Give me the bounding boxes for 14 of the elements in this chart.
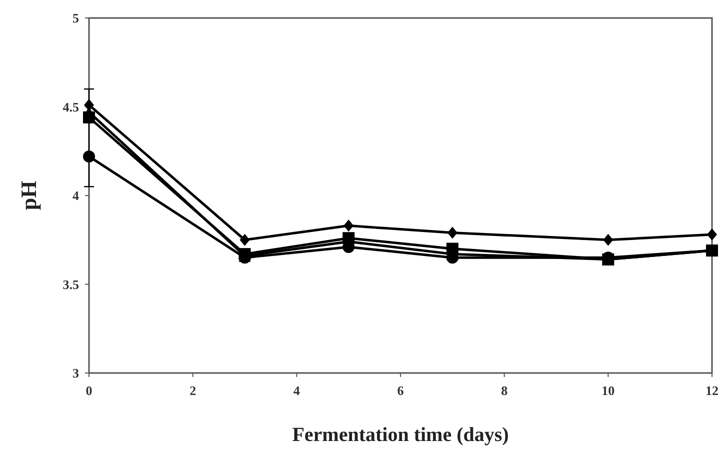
x-tick-label: 2 (190, 383, 196, 398)
x-tick-label: 10 (602, 383, 615, 398)
x-tick-label: 4 (293, 383, 300, 398)
x-tick-label: 6 (397, 383, 404, 398)
y-tick-label: 3.5 (62, 276, 80, 292)
y-axis-title: pH (16, 180, 41, 210)
x-tick-label: 8 (501, 383, 508, 398)
y-tick-label: 3 (72, 366, 80, 381)
y-tick-label: 4.5 (62, 99, 80, 114)
x-tick-label: 0 (86, 383, 92, 398)
y-tick-label: 5 (72, 10, 80, 26)
x-tick-label: 12 (706, 383, 718, 398)
x-axis-title: Fermentation time (days) (292, 424, 509, 446)
y-tick-label: 4 (72, 188, 80, 204)
